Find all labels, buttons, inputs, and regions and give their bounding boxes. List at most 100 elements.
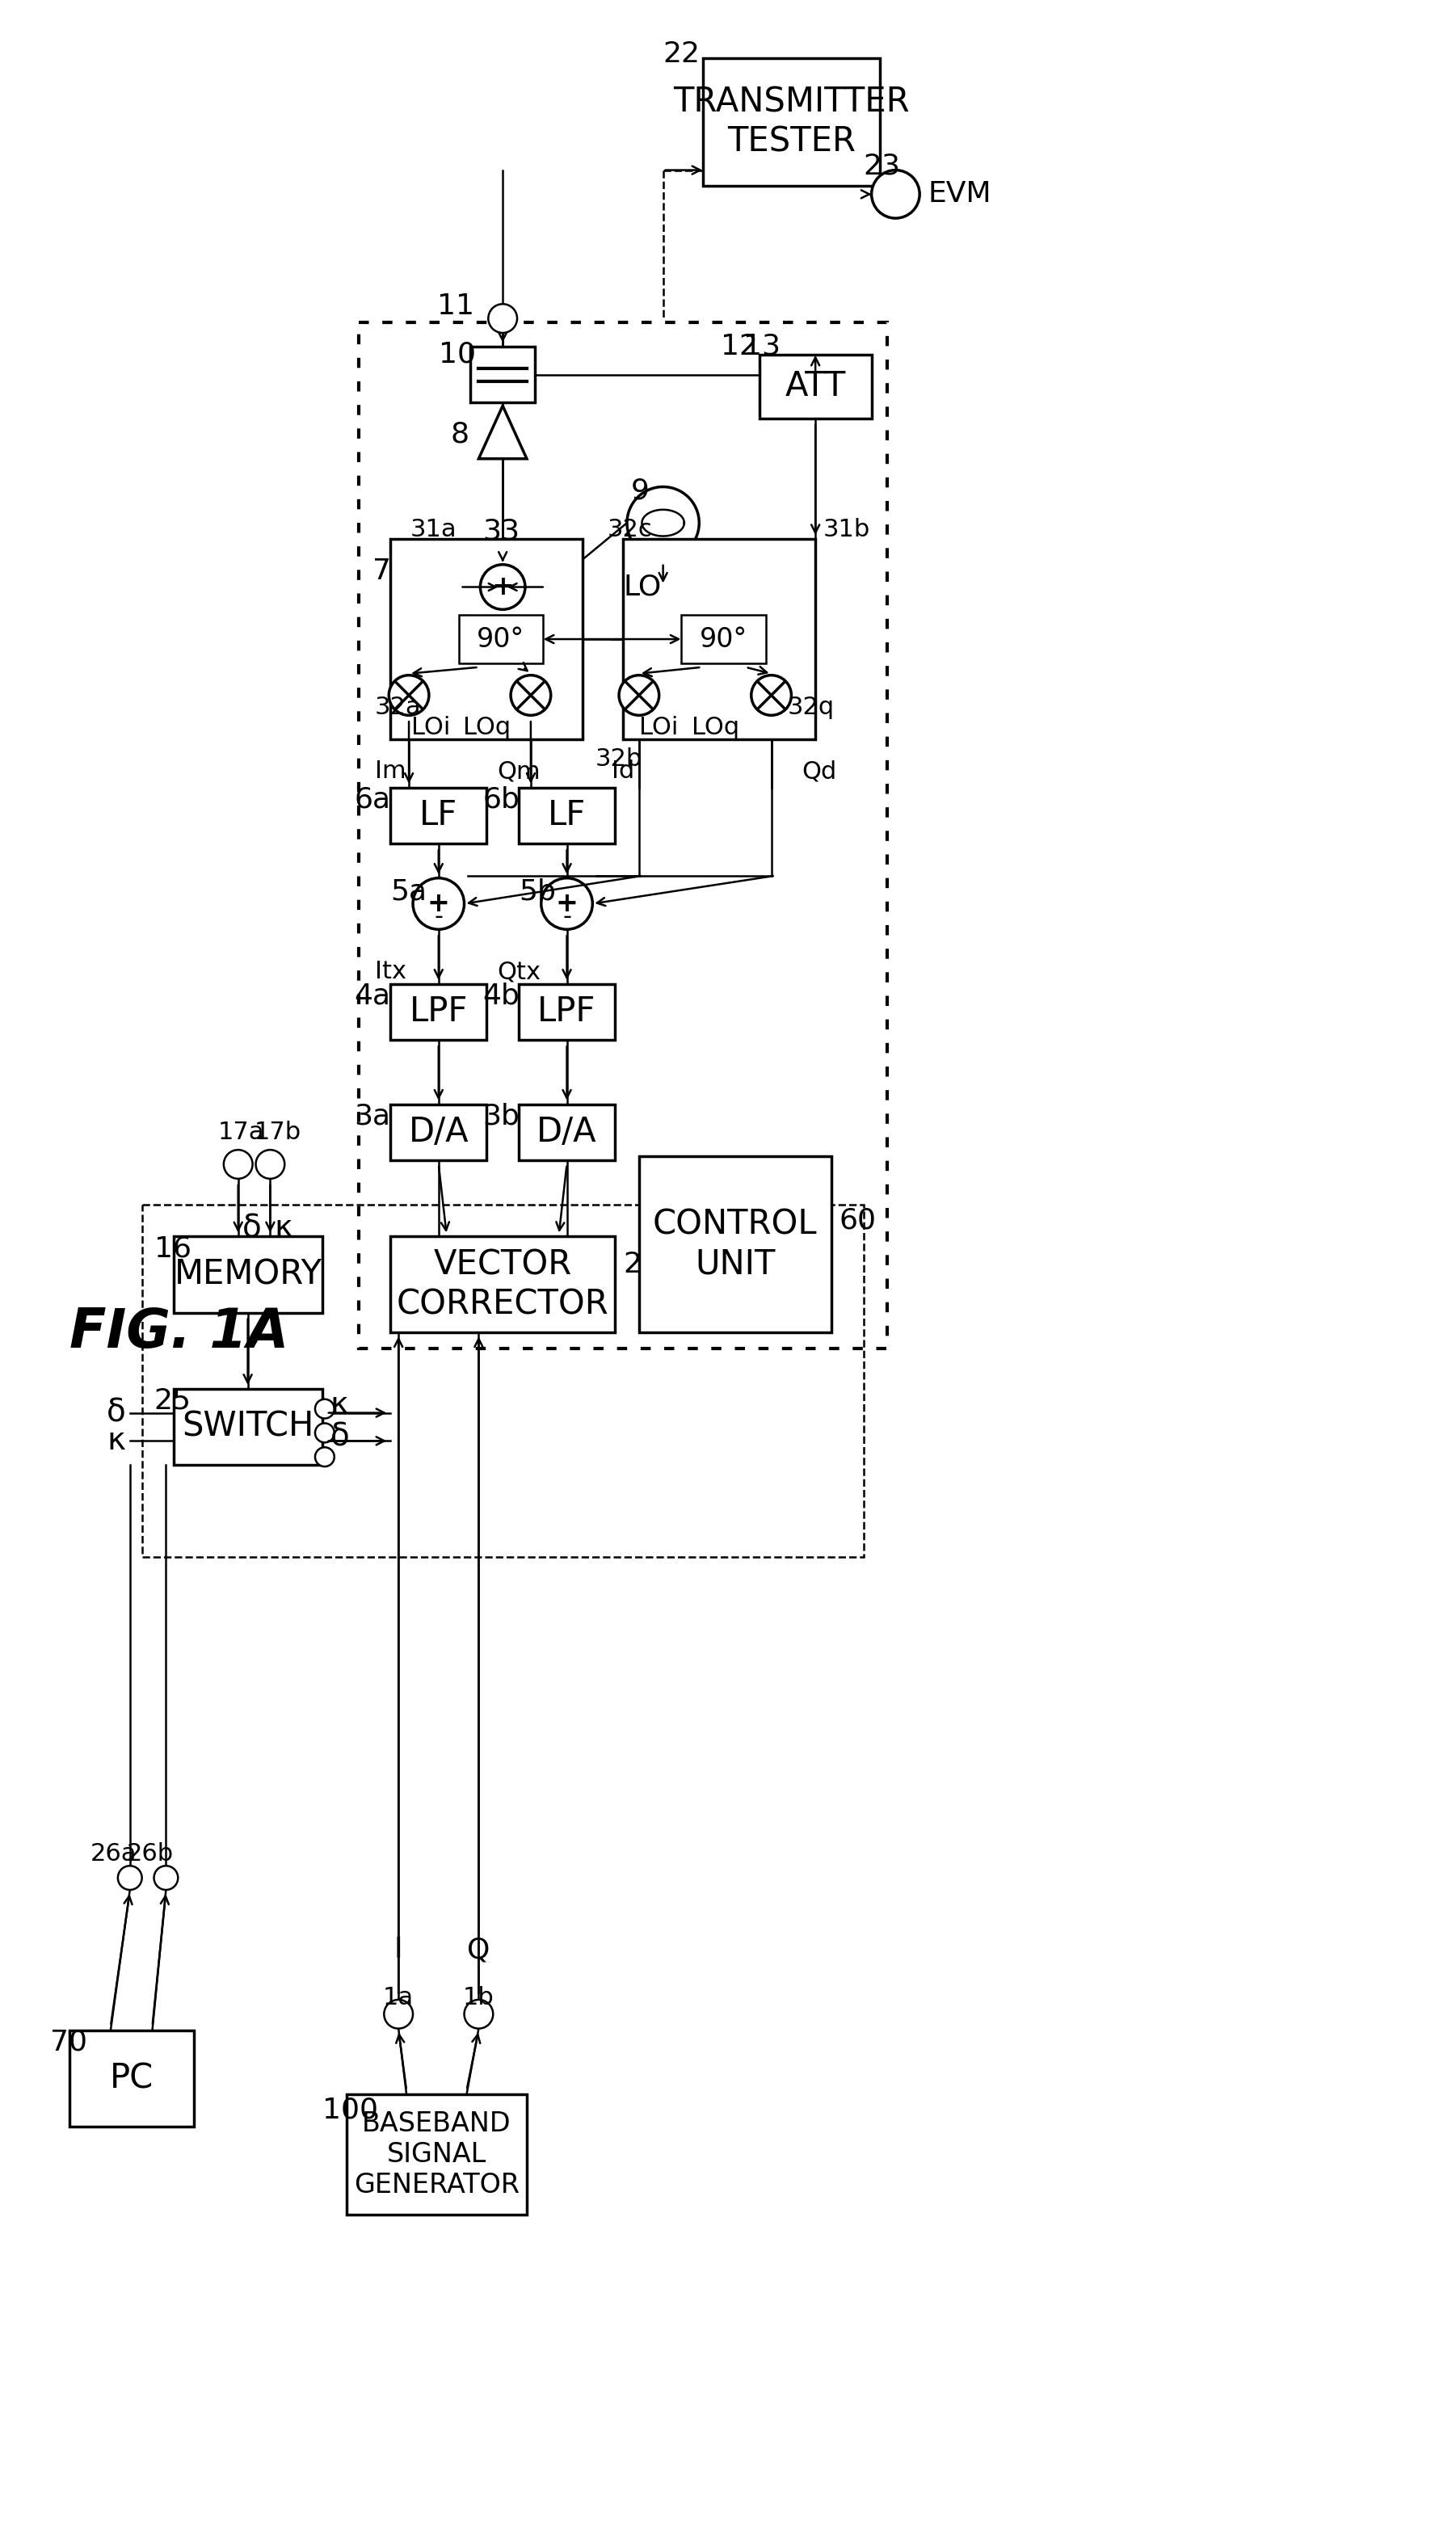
Text: 31b: 31b: [824, 517, 871, 542]
Circle shape: [628, 486, 699, 560]
Circle shape: [314, 1424, 335, 1441]
Text: δ: δ: [331, 1421, 349, 1451]
Text: D/A: D/A: [537, 1115, 597, 1150]
Bar: [639, 1155, 831, 1332]
Text: 17a: 17a: [218, 1120, 265, 1145]
Text: 1a: 1a: [383, 1986, 414, 2009]
Text: κ: κ: [331, 1391, 349, 1421]
Bar: [173, 1236, 322, 1312]
Text: 6b: 6b: [482, 785, 520, 813]
Text: TRANSMITTER
TESTER: TRANSMITTER TESTER: [673, 86, 910, 160]
Text: 8: 8: [450, 420, 469, 448]
Bar: [518, 983, 614, 1041]
Text: 10: 10: [438, 342, 476, 367]
Text: κ: κ: [108, 1426, 125, 1456]
Text: LPF: LPF: [409, 995, 467, 1028]
Text: EVM: EVM: [927, 180, 992, 208]
Bar: [681, 616, 766, 664]
Text: SWITCH: SWITCH: [182, 1411, 314, 1444]
Bar: [518, 788, 614, 843]
Bar: [390, 1104, 486, 1160]
Text: δ: δ: [106, 1398, 125, 1429]
Text: 70: 70: [50, 2029, 87, 2057]
Text: 100: 100: [322, 2097, 379, 2125]
Text: 23: 23: [863, 152, 901, 180]
Bar: [390, 1236, 614, 1332]
Text: 9: 9: [630, 476, 649, 504]
Text: LPF: LPF: [537, 995, 596, 1028]
Text: PC: PC: [111, 2062, 154, 2095]
Text: 13: 13: [743, 332, 780, 360]
Circle shape: [480, 565, 526, 610]
Text: Qm: Qm: [496, 760, 540, 783]
Text: BASEBAND
SIGNAL
GENERATOR: BASEBAND SIGNAL GENERATOR: [354, 2110, 520, 2199]
Circle shape: [384, 1999, 414, 2029]
Text: D/A: D/A: [409, 1115, 469, 1150]
Text: 16: 16: [154, 1234, 191, 1261]
Circle shape: [256, 1150, 284, 1178]
Circle shape: [619, 676, 660, 714]
Text: 17b: 17b: [255, 1120, 301, 1145]
Text: 2: 2: [623, 1251, 642, 1279]
Text: ATT: ATT: [785, 370, 846, 403]
Text: 5a: 5a: [390, 879, 427, 904]
Text: FIG. 1A: FIG. 1A: [70, 1307, 290, 1360]
Text: 25: 25: [154, 1388, 191, 1413]
Text: Itx: Itx: [374, 960, 406, 983]
Bar: [759, 355, 872, 418]
Text: 26b: 26b: [127, 1841, 173, 1864]
Bar: [470, 347, 534, 403]
Text: Im: Im: [374, 760, 406, 783]
Text: LF: LF: [419, 798, 457, 833]
Text: 90°: 90°: [476, 626, 524, 654]
Bar: [518, 1104, 614, 1160]
Text: 32q: 32q: [788, 697, 834, 719]
Text: LOq: LOq: [692, 717, 740, 740]
Circle shape: [414, 879, 464, 930]
Text: LOq: LOq: [463, 717, 511, 740]
Text: -: -: [434, 904, 443, 927]
Text: 31a: 31a: [411, 517, 457, 542]
Text: 11: 11: [437, 294, 475, 319]
Text: 60: 60: [840, 1206, 877, 1234]
Circle shape: [872, 170, 920, 218]
Text: 1b: 1b: [463, 1986, 494, 2009]
Text: 4b: 4b: [482, 983, 520, 1011]
Bar: [173, 1388, 322, 1464]
Circle shape: [154, 1867, 178, 1890]
Text: 12: 12: [721, 332, 759, 360]
Bar: [390, 540, 582, 740]
Text: MEMORY: MEMORY: [175, 1256, 322, 1292]
Bar: [358, 322, 888, 1348]
Circle shape: [488, 304, 517, 332]
Bar: [623, 540, 815, 740]
Text: LO: LO: [623, 572, 661, 600]
Bar: [703, 58, 879, 185]
Circle shape: [118, 1867, 141, 1890]
Text: 32a: 32a: [374, 697, 421, 719]
Text: Qtx: Qtx: [496, 960, 540, 983]
Text: 6a: 6a: [354, 785, 390, 813]
Circle shape: [314, 1446, 335, 1467]
Text: +: +: [556, 892, 578, 917]
Text: 32c: 32c: [607, 517, 652, 542]
Text: δ: δ: [242, 1213, 261, 1244]
Circle shape: [511, 676, 550, 714]
Circle shape: [464, 1999, 494, 2029]
Text: 33: 33: [482, 517, 520, 545]
Text: +: +: [492, 572, 514, 600]
Bar: [390, 983, 486, 1041]
Text: 90°: 90°: [700, 626, 747, 654]
Text: LOi: LOi: [411, 717, 450, 740]
Text: LOi: LOi: [639, 717, 678, 740]
Text: Q: Q: [467, 1935, 491, 1963]
Circle shape: [389, 676, 430, 714]
Text: 3a: 3a: [354, 1102, 390, 1130]
Bar: [141, 1203, 863, 1558]
Text: 26a: 26a: [90, 1841, 137, 1864]
Text: 4a: 4a: [354, 983, 390, 1011]
Bar: [347, 2095, 527, 2214]
Text: κ: κ: [274, 1213, 293, 1244]
Text: VECTOR
CORRECTOR: VECTOR CORRECTOR: [396, 1249, 609, 1322]
Text: LF: LF: [547, 798, 585, 833]
